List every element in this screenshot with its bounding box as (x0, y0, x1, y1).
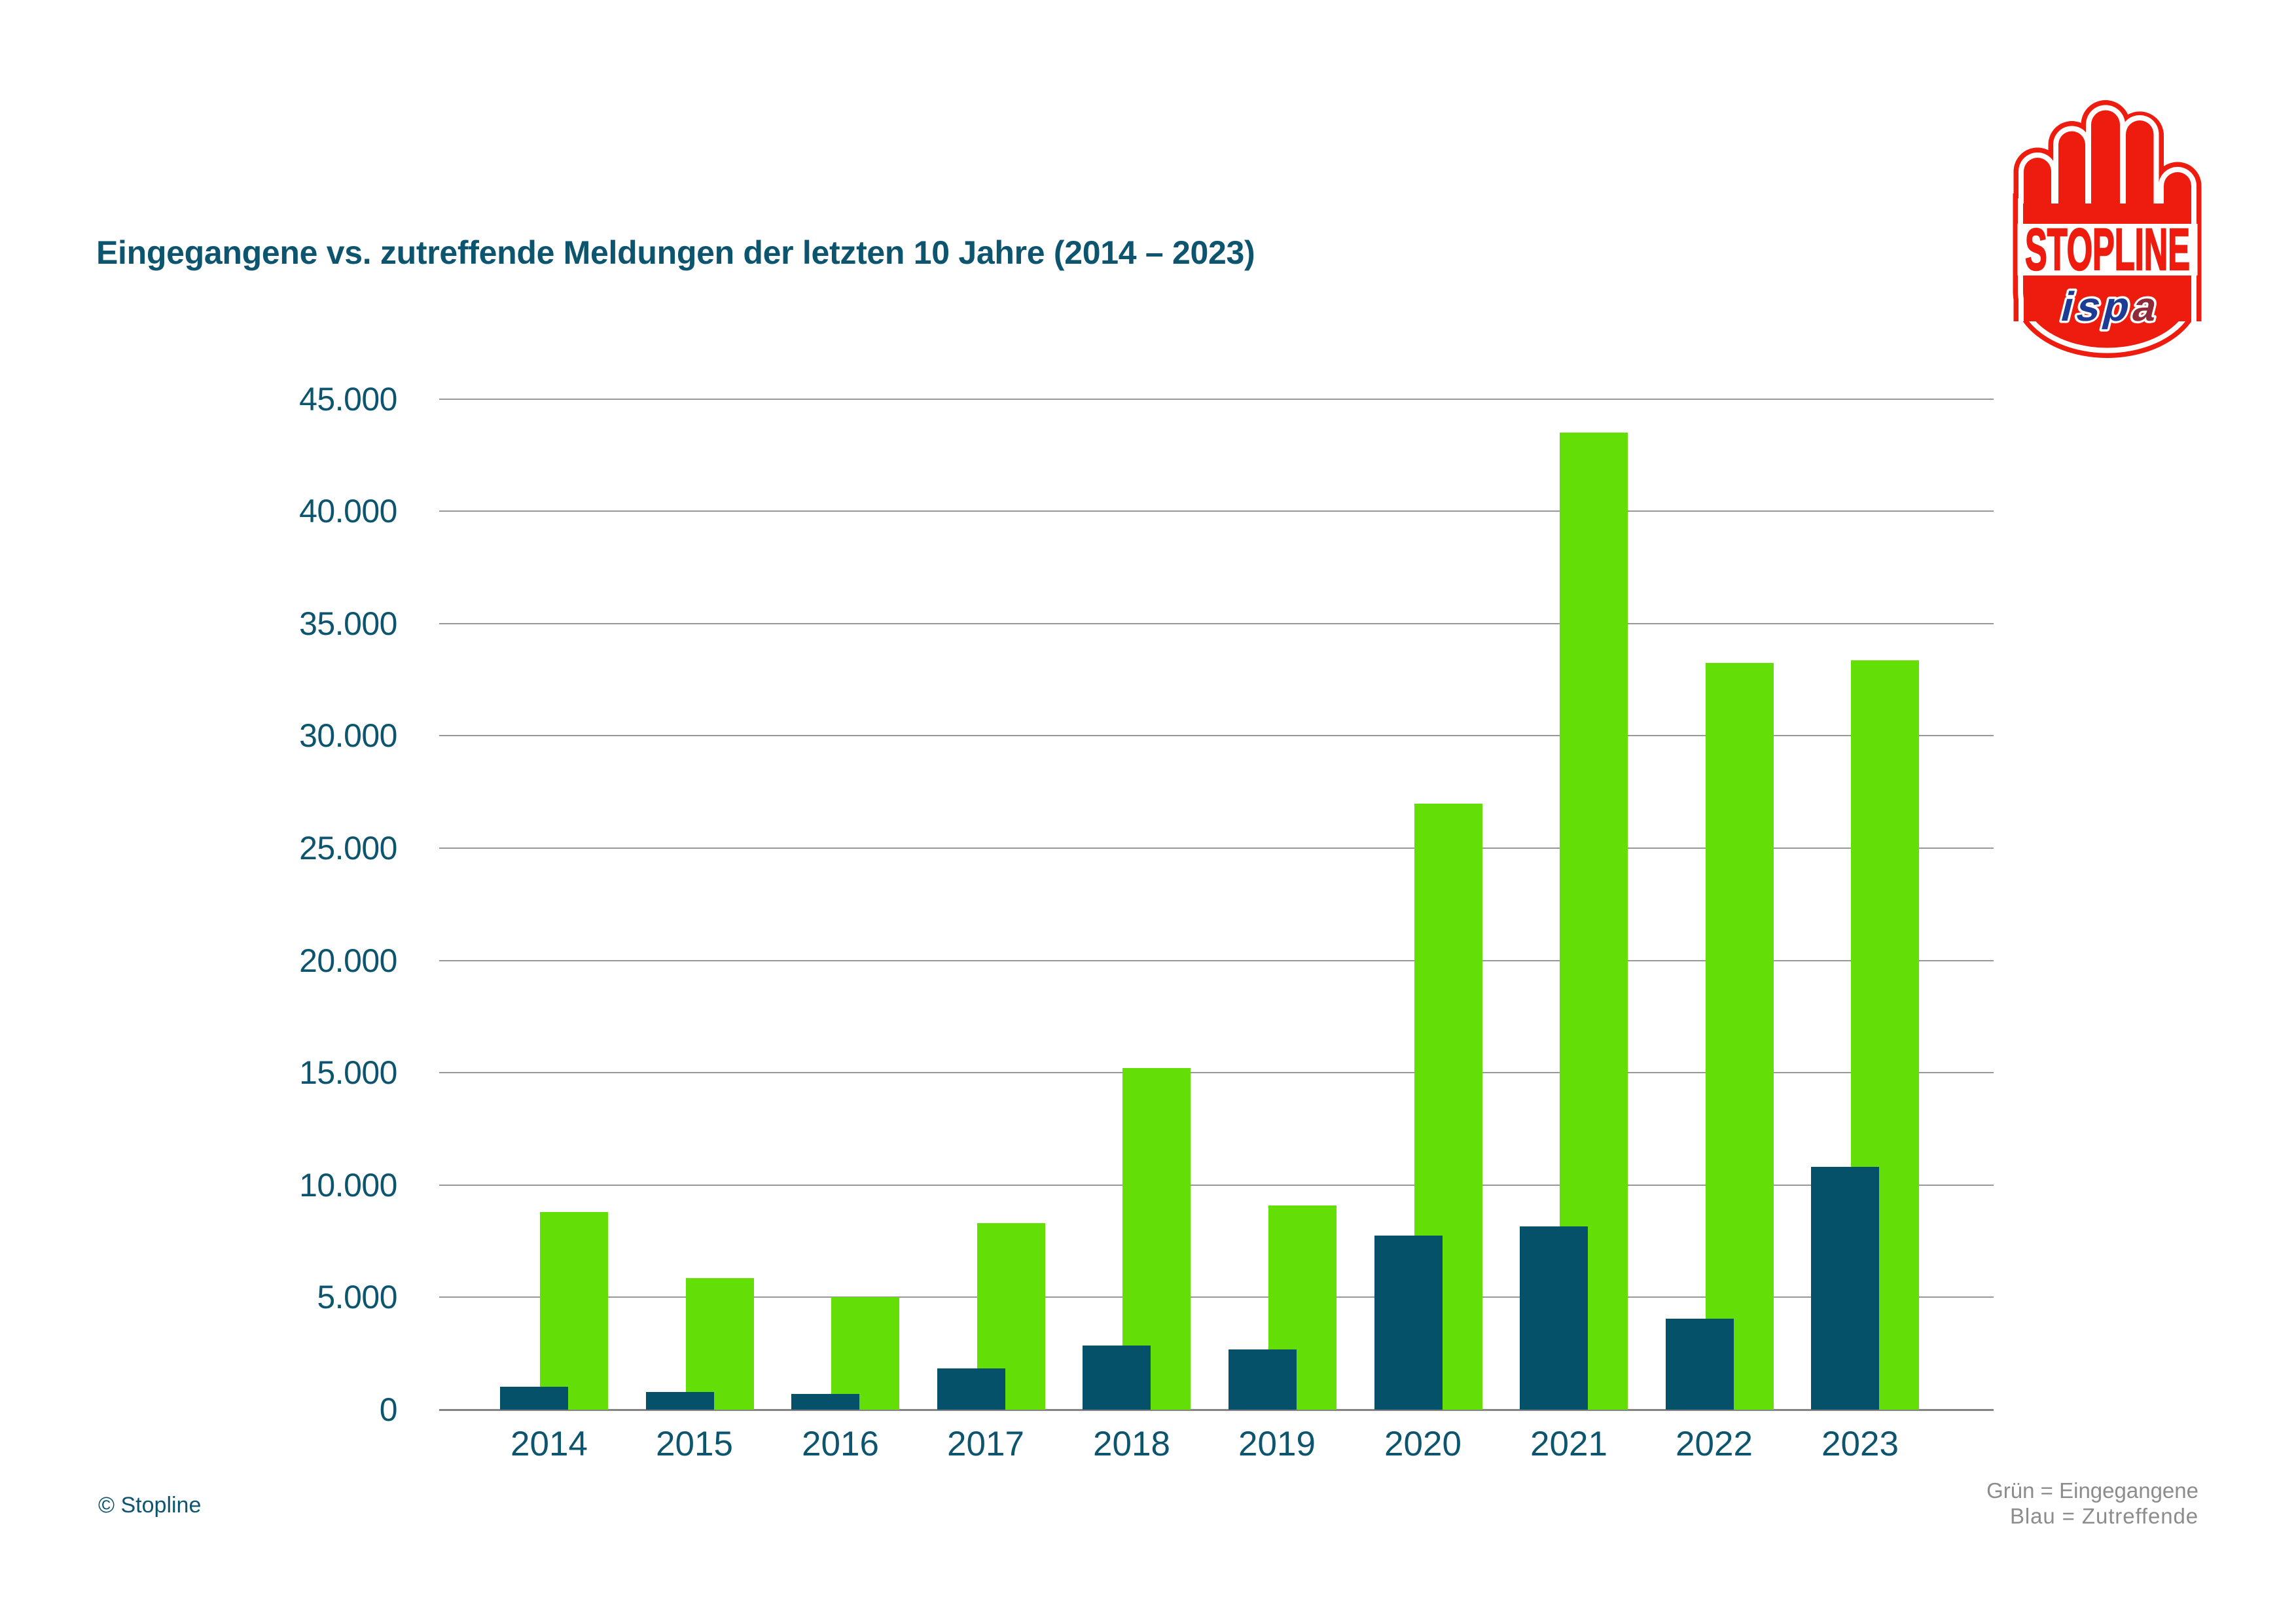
svg-text:STOPLINE: STOPLINE (2025, 217, 2190, 283)
svg-text:ispa: ispa (2056, 283, 2166, 330)
